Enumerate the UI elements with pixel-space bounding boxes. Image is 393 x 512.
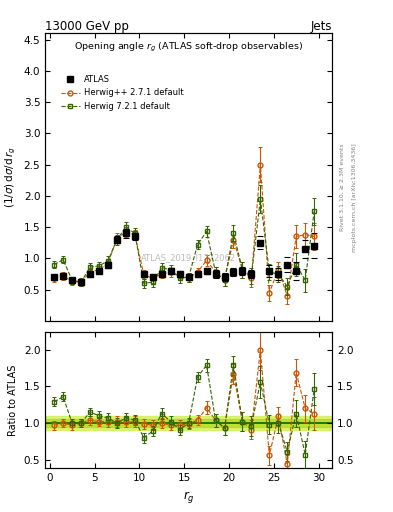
X-axis label: $r_g$: $r_g$ [183, 489, 195, 505]
Text: ATLAS_2019_I1772062: ATLAS_2019_I1772062 [141, 253, 236, 262]
Text: Rivet 3.1.10, ≥ 2.3M events: Rivet 3.1.10, ≥ 2.3M events [340, 143, 345, 231]
Text: 13000 GeV pp: 13000 GeV pp [45, 20, 129, 33]
Text: Opening angle $r_g$ (ATLAS soft-drop observables): Opening angle $r_g$ (ATLAS soft-drop obs… [74, 40, 303, 54]
Y-axis label: $(1/\sigma)\,\mathrm{d}\sigma/\mathrm{d}\,r_g$: $(1/\sigma)\,\mathrm{d}\sigma/\mathrm{d}… [4, 146, 18, 208]
Bar [45, 416, 332, 431]
Bar [45, 419, 332, 426]
Legend: ATLAS, Herwig++ 2.7.1 default, Herwig 7.2.1 default: ATLAS, Herwig++ 2.7.1 default, Herwig 7.… [58, 72, 187, 114]
Y-axis label: Ratio to ATLAS: Ratio to ATLAS [8, 365, 18, 436]
Text: mcplots.cern.ch [arXiv:1306.3436]: mcplots.cern.ch [arXiv:1306.3436] [352, 143, 357, 252]
Text: Jets: Jets [310, 20, 332, 33]
